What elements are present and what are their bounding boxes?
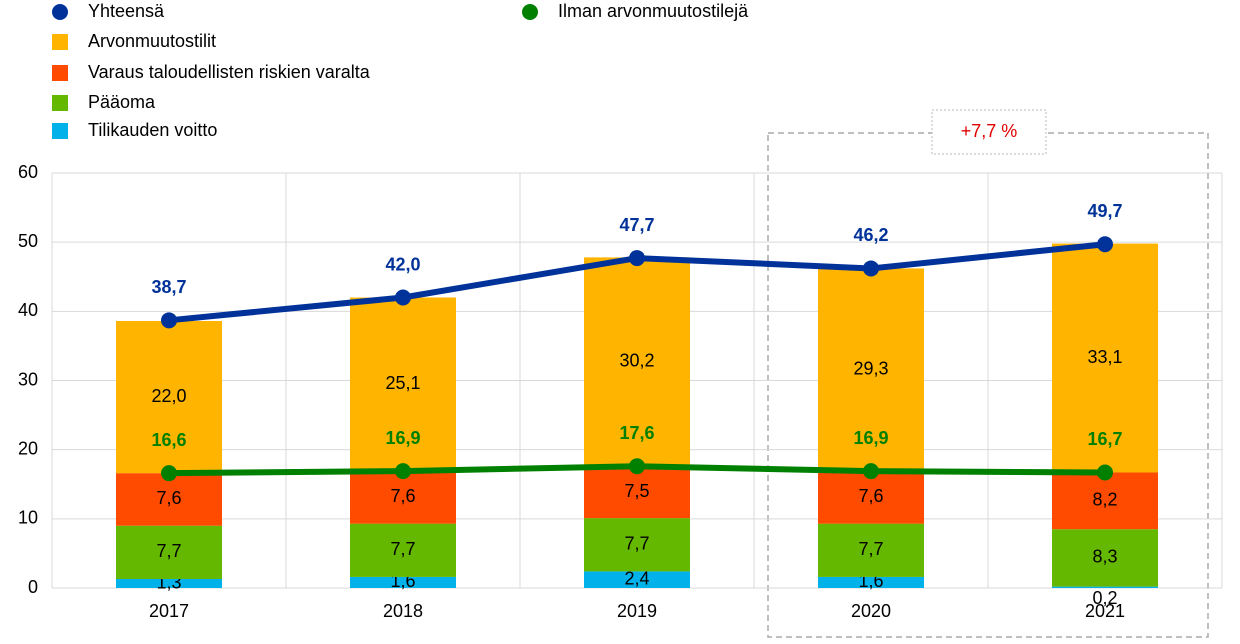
bar <box>350 523 456 577</box>
bar-value-label: 33,1 <box>1087 347 1122 367</box>
bar <box>818 523 924 577</box>
y-tick-label: 60 <box>18 162 38 182</box>
legend-label: Arvonmuutostilit <box>88 31 216 51</box>
line-value-label: 16,6 <box>151 430 186 450</box>
bar <box>584 571 690 588</box>
bar <box>350 297 456 472</box>
bar <box>818 268 924 472</box>
line-marker <box>863 463 879 480</box>
line-marker <box>395 463 411 480</box>
x-tick-label: 2020 <box>851 601 891 621</box>
line-value-label: 42,0 <box>385 254 420 274</box>
line-value-label: 16,9 <box>385 428 420 448</box>
legend-marker <box>52 34 68 50</box>
x-tick-label: 2018 <box>383 601 423 621</box>
legend-label: Ilman arvonmuutostilejä <box>558 1 749 21</box>
line-marker <box>629 250 645 267</box>
bar-value-label: 7,6 <box>156 488 181 508</box>
bar <box>116 579 222 588</box>
x-tick-label: 2021 <box>1085 601 1125 621</box>
line-marker <box>161 312 177 329</box>
bar-value-label: 22,0 <box>151 386 186 406</box>
bar-value-label: 7,7 <box>858 539 883 559</box>
bar-value-label: 7,7 <box>390 539 415 559</box>
legend-marker <box>522 4 538 20</box>
bar-value-label: 7,6 <box>858 486 883 506</box>
bar <box>584 257 690 467</box>
line-marker <box>161 465 177 482</box>
bar-value-label: 7,7 <box>624 534 649 554</box>
line-value-label: 16,9 <box>853 428 888 448</box>
bar-value-label: 7,6 <box>390 486 415 506</box>
y-tick-label: 40 <box>18 300 38 320</box>
bar <box>116 473 222 526</box>
bar-value-label: 8,2 <box>1092 490 1117 510</box>
y-tick-label: 30 <box>18 369 38 389</box>
legend-marker <box>52 65 68 81</box>
legend-label: Varaus taloudellisten riskien varalta <box>88 62 371 82</box>
bar <box>1052 243 1158 473</box>
line-value-label: 38,7 <box>151 277 186 297</box>
bar <box>350 576 456 588</box>
line-marker <box>1097 464 1113 481</box>
bar-value-label: 29,3 <box>853 359 888 379</box>
legend-label: Tilikauden voitto <box>88 120 217 140</box>
bar <box>1052 529 1158 587</box>
legend-marker <box>52 123 68 139</box>
annotation-box <box>931 109 1047 155</box>
bar <box>818 471 924 524</box>
y-tick-label: 50 <box>18 231 38 251</box>
bar-value-label: 25,1 <box>385 373 420 393</box>
bar-value-label: 8,3 <box>1092 547 1117 567</box>
bar-value-label: 2,4 <box>624 568 649 588</box>
line-value-label: 47,7 <box>619 215 654 235</box>
bar <box>584 518 690 572</box>
line-value-label: 46,2 <box>853 225 888 245</box>
bar-value-label: 30,2 <box>619 351 654 371</box>
annotation: +7,7 % <box>961 121 1018 141</box>
bar-value-label: 0,2 <box>1092 588 1117 608</box>
bar <box>116 321 222 474</box>
line-value-label: 17,6 <box>619 423 654 443</box>
bar <box>1052 586 1158 588</box>
legend-label: Yhteensä <box>88 1 165 21</box>
y-tick-label: 0 <box>28 577 38 597</box>
bar-value-label: 7,7 <box>156 541 181 561</box>
line-marker <box>1097 236 1113 253</box>
bar <box>350 471 456 524</box>
line-marker <box>629 458 645 475</box>
line-value-label: 49,7 <box>1087 201 1122 221</box>
legend-label: Pääoma <box>88 92 156 112</box>
legend-marker <box>52 4 68 20</box>
y-tick-label: 20 <box>18 438 38 458</box>
bar <box>584 466 690 519</box>
line-marker <box>863 260 879 277</box>
x-tick-label: 2017 <box>149 601 189 621</box>
line-marker <box>395 289 411 306</box>
bar <box>1052 472 1158 530</box>
bar-value-label: 7,5 <box>624 481 649 501</box>
x-tick-label: 2019 <box>617 601 657 621</box>
bar <box>116 525 222 580</box>
line-value-label: 16,7 <box>1087 429 1122 449</box>
legend-marker <box>52 95 68 111</box>
bar <box>818 576 924 588</box>
y-tick-label: 10 <box>18 508 38 528</box>
